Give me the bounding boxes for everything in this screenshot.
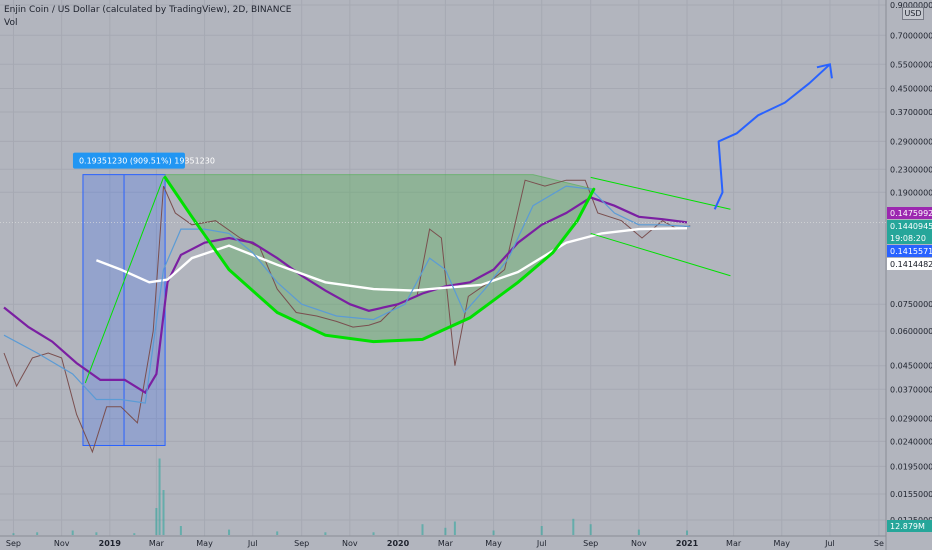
volume-bar [444,527,447,535]
volume-bar [276,531,279,535]
volume-value-tag: 12.879M [887,520,932,532]
volume-bar [158,458,161,535]
volume-value-tag-background [887,520,932,532]
x-tick-label: 2021 [676,539,699,548]
volume-bar [179,526,182,535]
volume-bar [12,533,15,535]
volume-bar [372,532,375,535]
volume-bar [453,521,456,535]
blue-ma-tag: 0.14155711 [887,245,932,257]
volume-bar [133,533,136,535]
x-tick-label: May [196,539,213,548]
x-tick-label: Nov [631,539,647,548]
forecast-arrowhead [816,63,833,79]
x-tick-label: Jul [247,539,258,548]
x-tick-label: Mar [149,539,165,548]
x-tick-label: May [773,539,790,548]
measure-label: 0.19351230 (909.51%) 19351230 [72,152,215,169]
close-price-tag-background [887,220,932,232]
measure-label-text: 0.19351230 (909.51%) 19351230 [79,157,215,166]
volume-value-tag-text: 12.879M [890,522,925,531]
x-tick-label: Sep [583,539,598,548]
volume-bar [540,526,543,535]
trend-line [84,177,164,384]
price-line [3,179,691,454]
x-tick-label: Se [874,539,884,548]
x-tick-label: Nov [54,539,70,548]
last-price-tag-text: 0.14759923 [890,209,932,218]
y-tick-label: 0.01550000 [890,490,932,499]
close-price-tag-text: 0.14409455 [890,222,932,231]
x-tick-label: 2019 [99,539,122,548]
last-price-tag-background [887,207,932,219]
purple-ma-line [3,196,688,395]
countdown-tag-background [887,232,932,244]
blue-ma-tag-text: 0.14155711 [890,247,932,256]
plot-background [0,0,886,550]
volume-bar [492,530,495,535]
volume-bar [228,529,231,535]
white-ma-tag: 0.14144820 [887,258,932,270]
x-tick-label: Mar [438,539,454,548]
volume-bars [12,458,689,535]
trend-line [590,232,731,277]
volume-bar [572,518,575,535]
white-ma-tag-background [887,258,932,270]
volume-bar [686,530,689,535]
countdown-tag-text: 19:08:20 [890,234,926,243]
volume-bar [637,529,640,535]
x-tick-label: May [485,539,502,548]
x-tick-label: Sep [294,539,309,548]
white-ma-tag-text: 0.14144820 [890,260,932,269]
volume-bar [589,524,592,535]
countdown-tag: 19:08:20 [887,232,932,244]
volume-bar [162,490,165,535]
x-tick-label: Nov [342,539,358,548]
x-axis: Sep Nov 2019 Mar May Jul Sep Nov 2020 Mar May Jul Se… [6,0,884,548]
cup-curve [163,175,596,344]
volume-bar [95,532,98,535]
volume-bar [324,532,327,535]
x-tick-label: 2020 [387,539,410,548]
volume-bar [421,524,424,535]
x-tick-label: Jul [824,539,835,548]
currency-badge[interactable]: USD [902,7,924,20]
volume-bar [71,530,74,535]
forecast-path [713,63,831,210]
volume-bar [36,532,39,535]
close-price-tag: 0.14409455 [887,220,932,232]
blue-ma-tag-background [887,245,932,257]
last-price-tag: 0.14759923 [887,207,932,219]
x-tick-label: Jul [536,539,547,548]
volume-indicator-label[interactable]: Vol [4,18,18,28]
measure-label-background [72,152,185,169]
x-tick-label: Sep [6,539,21,548]
blue-ma-line [3,185,691,404]
volume-bar [155,508,158,535]
chart-title: Enjin Coin / US Dollar (calculated by Tr… [4,5,292,15]
x-tick-label: Mar [726,539,742,548]
trend-line [590,176,731,210]
